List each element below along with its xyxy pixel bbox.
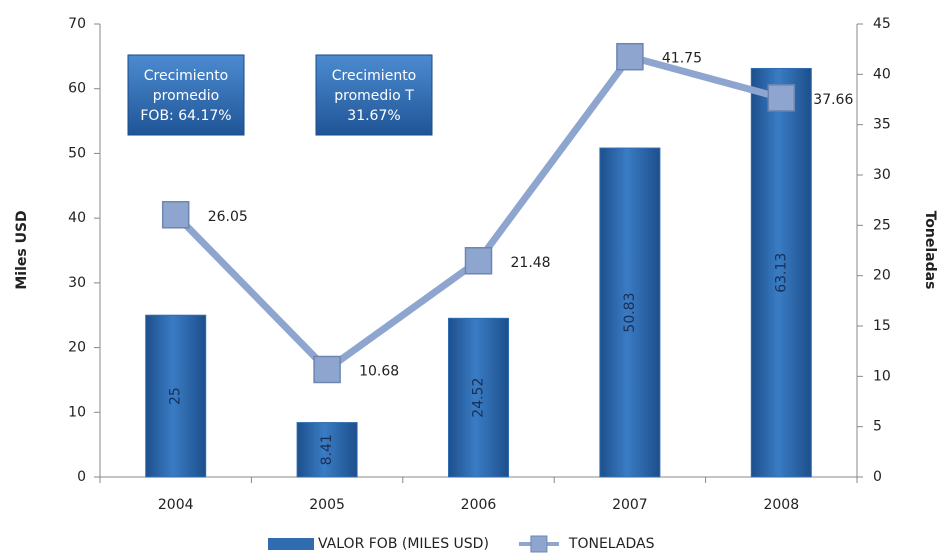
bar — [145, 314, 207, 478]
legend-swatch — [530, 535, 548, 553]
y-tick-label: 30 — [68, 275, 86, 291]
line-marker — [464, 247, 493, 275]
y-axis-label: Miles USD — [14, 210, 30, 289]
bar — [750, 67, 812, 478]
y2-tick-label: 0 — [873, 469, 882, 485]
line-marker — [767, 84, 796, 112]
y2-tick-label: 25 — [873, 217, 891, 233]
y-tick-label: 10 — [68, 404, 86, 420]
annotation-box — [315, 54, 433, 136]
annotation-text: 31.67% — [347, 108, 400, 124]
y2-tick-label: 30 — [873, 167, 891, 183]
line-marker — [616, 42, 644, 71]
line-marker — [161, 201, 190, 229]
y-tick-label: 20 — [68, 340, 86, 356]
y2-tick-label: 45 — [873, 16, 891, 32]
bar-value-label: 25 — [168, 387, 184, 405]
y-tick-label: 50 — [68, 145, 86, 161]
x-tick-label: 2004 — [158, 497, 194, 513]
y2-axis-label: Toneladas — [922, 211, 938, 290]
bar-value-label: 24.52 — [471, 378, 487, 418]
line-marker — [313, 355, 341, 384]
y2-tick-label: 5 — [873, 419, 882, 435]
y-tick-label: 60 — [68, 81, 86, 97]
x-tick-label: 2006 — [461, 497, 497, 513]
annotation-text: Crecimiento — [332, 68, 417, 84]
bar — [448, 317, 509, 478]
y2-tick-label: 35 — [873, 117, 891, 133]
y2-tick-label: 15 — [873, 318, 891, 334]
y2-tick-label: 10 — [873, 368, 891, 384]
annotation-box — [127, 54, 245, 136]
annotation-text: promedio — [153, 88, 220, 104]
y2-tick-label: 40 — [873, 66, 891, 82]
bar-value-label: 50.83 — [622, 292, 638, 332]
line-value-label: 37.66 — [813, 92, 853, 108]
bar-value-label: 63.13 — [773, 253, 789, 293]
bar — [599, 147, 661, 478]
legend-swatch — [268, 538, 314, 550]
x-tick-label: 2007 — [612, 497, 648, 513]
x-tick-label: 2008 — [763, 497, 799, 513]
legend-label: TONELADAS — [568, 536, 655, 552]
line-value-label: 21.48 — [511, 255, 551, 271]
y-tick-label: 40 — [68, 210, 86, 226]
annotation-text: promedio T — [334, 88, 414, 104]
y-tick-label: 0 — [77, 469, 86, 485]
line-value-label: 41.75 — [662, 51, 702, 67]
legend-label: VALOR FOB (MILES USD) — [318, 536, 489, 552]
y-tick-label: 70 — [68, 16, 86, 32]
y2-tick-label: 20 — [873, 268, 891, 284]
annotation-text: FOB: 64.17% — [140, 108, 231, 124]
line-value-label: 10.68 — [359, 363, 399, 379]
bar — [296, 422, 358, 478]
line-value-label: 26.05 — [208, 209, 248, 225]
bar-value-label: 8.41 — [319, 434, 335, 465]
x-tick-label: 2005 — [309, 497, 345, 513]
annotation-text: Crecimiento — [144, 68, 229, 84]
